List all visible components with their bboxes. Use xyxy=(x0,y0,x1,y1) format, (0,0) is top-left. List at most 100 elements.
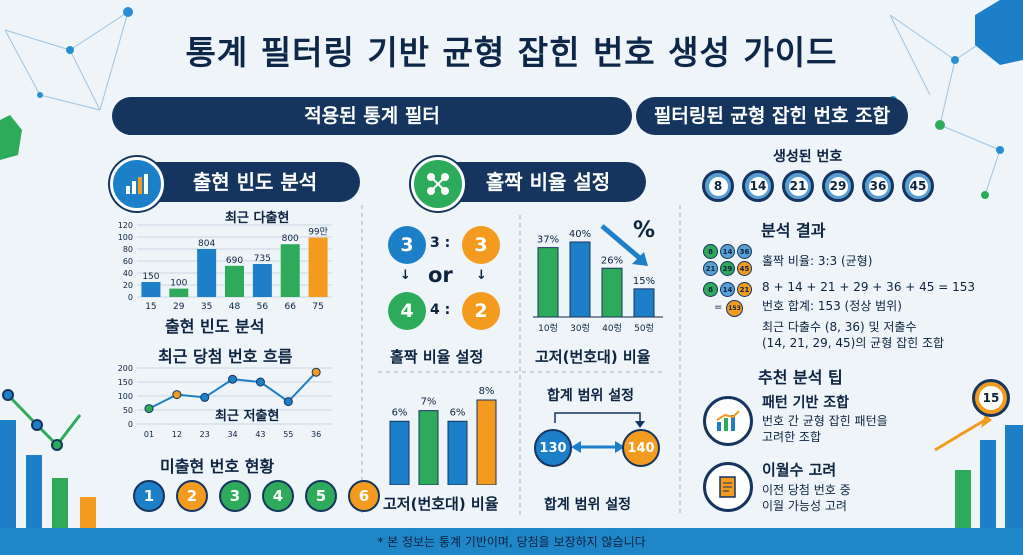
tip2-line1: 이전 당첨 번호 중 xyxy=(762,483,851,497)
missing-heading: 미출현 번호 현황 xyxy=(160,457,275,476)
freq-bar xyxy=(280,244,300,297)
freq-x-tick: 15 xyxy=(145,302,156,312)
trend-heading: 최근 당첨 번호 흐름 xyxy=(158,347,293,366)
freq-bar-label: 99만 xyxy=(308,227,328,238)
highlow-bar xyxy=(569,241,591,318)
generated-ball-number: 45 xyxy=(908,176,928,196)
highlow2-bar-label: 6% xyxy=(392,407,408,418)
trend-x-tick: 36 xyxy=(311,430,321,439)
footer-disclaimer: * 본 정보는 통계 기반이며, 당첨을 보장하지 않습니다 xyxy=(377,535,646,549)
generated-ball: 21 xyxy=(782,170,814,202)
generated-ball-number: 14 xyxy=(748,176,768,196)
missing-ball: 1 xyxy=(133,480,165,512)
y-tick-label: 100 xyxy=(118,392,133,401)
y-tick-label: 20 xyxy=(123,281,133,290)
y-tick-label: 100 xyxy=(118,233,133,242)
mini-ball: 36 xyxy=(737,244,752,259)
highlow-bar xyxy=(633,288,655,318)
trend-x-tick: 34 xyxy=(227,430,237,439)
trend-chart: 200 150 100 50 0 01 12 23 34 43 55 36 xyxy=(118,364,332,439)
tip2-line2: 이월 가능성 고려 xyxy=(762,499,847,513)
highlow-x-tick: 10렁 xyxy=(538,322,558,334)
highlow-chart: 37% 10렁 40% 30렁 26% 40렁 15% 50렁 xyxy=(533,229,663,334)
analysis-mini-balls: 8 14 36 21 29 45 xyxy=(703,244,755,276)
tip-ball: 15 xyxy=(972,379,1010,417)
freq-bar-label: 800 xyxy=(282,234,299,244)
trend-x-tick: 43 xyxy=(255,430,265,439)
highlow2-bar-label: 7% xyxy=(421,397,437,408)
highlow-bar-label: 37% xyxy=(537,235,559,246)
freq-x-tick: 35 xyxy=(201,302,212,312)
y-tick-label: 60 xyxy=(123,257,133,266)
highlow-bar-label: 15% xyxy=(633,276,655,287)
trend-label: 최근 저출현 xyxy=(215,409,280,424)
highlow2-bar xyxy=(389,420,410,485)
y-tick-label: 80 xyxy=(123,245,133,254)
highlow-x-tick: 30렁 xyxy=(570,322,590,334)
mini-ball: 8 xyxy=(703,244,718,259)
freq-bar xyxy=(169,288,189,297)
analysis-recent-2: (14, 21, 29, 45)의 균형 잡힌 조합 xyxy=(762,336,945,350)
freq-bar xyxy=(225,265,244,297)
applied-filters-header: 적용된 통계 필터 xyxy=(112,97,632,135)
generated-label: 생성된 번호 xyxy=(773,149,843,165)
freq-x-tick: 66 xyxy=(284,302,296,312)
tip1-line1: 번호 간 균형 잡힌 패턴을 xyxy=(762,414,888,428)
freq-x-tick: 48 xyxy=(229,302,241,312)
freq-bar xyxy=(308,237,328,297)
parity-top-left-ball: 3 xyxy=(388,226,426,264)
parity-or: or xyxy=(428,263,453,287)
tip1-line2: 고려한 조합 xyxy=(762,430,822,444)
percent-sign: % xyxy=(633,218,656,243)
freq-bar xyxy=(197,249,217,297)
page-title: 통계 필터링 기반 균형 잡힌 번호 생성 가이드 xyxy=(185,33,838,72)
freq-chart: 120 100 80 60 40 20 0 150 15 100 29 804 35 690 48 735 56… xyxy=(118,221,332,312)
footer-bar xyxy=(0,528,1023,555)
y-tick-label: 40 xyxy=(123,269,133,278)
freq-heading: 출현 빈도 분석 xyxy=(192,170,318,194)
analysis-eq: = xyxy=(714,302,723,313)
highlow2-bar xyxy=(418,410,439,485)
freq-section-header: 출현 빈도 분석 xyxy=(130,162,360,202)
generated-ball: 14 xyxy=(742,170,774,202)
sum-caption: 합계 범위 설정 xyxy=(544,497,632,513)
tip2-title: 이월수 고려 xyxy=(762,461,837,479)
parity-section-header: 홀짝 비율 설정 xyxy=(430,162,646,202)
tip-ball-number: 15 xyxy=(979,386,1003,410)
y-tick-label: 120 xyxy=(118,221,133,230)
freq-caption: 출현 빈도 분석 xyxy=(165,317,265,336)
y-tick-label: 0 xyxy=(128,293,133,302)
mini-ball: 21 xyxy=(737,282,752,297)
missing-ball: 6 xyxy=(348,480,380,512)
generated-ball: 29 xyxy=(822,170,854,202)
analysis-parity: 홀짝 비율: 3:3 (균형) xyxy=(762,254,873,268)
network-icon xyxy=(411,157,465,211)
freq-x-tick: 29 xyxy=(173,302,185,312)
freq-bar xyxy=(252,264,272,297)
parity-bot-ratio: 4 : xyxy=(430,302,451,318)
generated-ball-number: 21 xyxy=(788,176,808,196)
sum-heading: 합계 범위 설정 xyxy=(547,388,635,404)
parity-heading: 홀짝 비율 설정 xyxy=(485,170,611,194)
missing-ball: 5 xyxy=(305,480,337,512)
analysis-sum-ball: 153 xyxy=(726,300,743,317)
y-tick-label: 0 xyxy=(128,420,133,429)
generated-ball: 45 xyxy=(902,170,934,202)
sum-arrows xyxy=(554,412,645,453)
analysis-heading: 분석 결과 xyxy=(761,221,826,240)
parity-bot-left-ball: 4 xyxy=(388,292,426,330)
mini-ball: 45 xyxy=(737,261,752,276)
sum-low-ball: 130 xyxy=(534,429,572,467)
analysis-sum-line: 번호 합계: 153 (정상 범위) xyxy=(762,299,902,313)
parity-top-right-ball: 3 xyxy=(462,226,500,264)
trend-x-tick: 01 xyxy=(144,430,154,439)
highlow-caption: 고저(번호대) 비율 xyxy=(535,348,651,366)
freq-bar-label: 690 xyxy=(226,256,243,266)
highlow-x-tick: 50렁 xyxy=(634,322,654,334)
freq-bar xyxy=(141,282,161,297)
highlow2-chart: 6% 7% 6% 8% xyxy=(389,386,497,485)
mini-ball: 14 xyxy=(720,244,735,259)
y-tick-label: 200 xyxy=(118,364,133,373)
trend-point xyxy=(311,367,321,377)
